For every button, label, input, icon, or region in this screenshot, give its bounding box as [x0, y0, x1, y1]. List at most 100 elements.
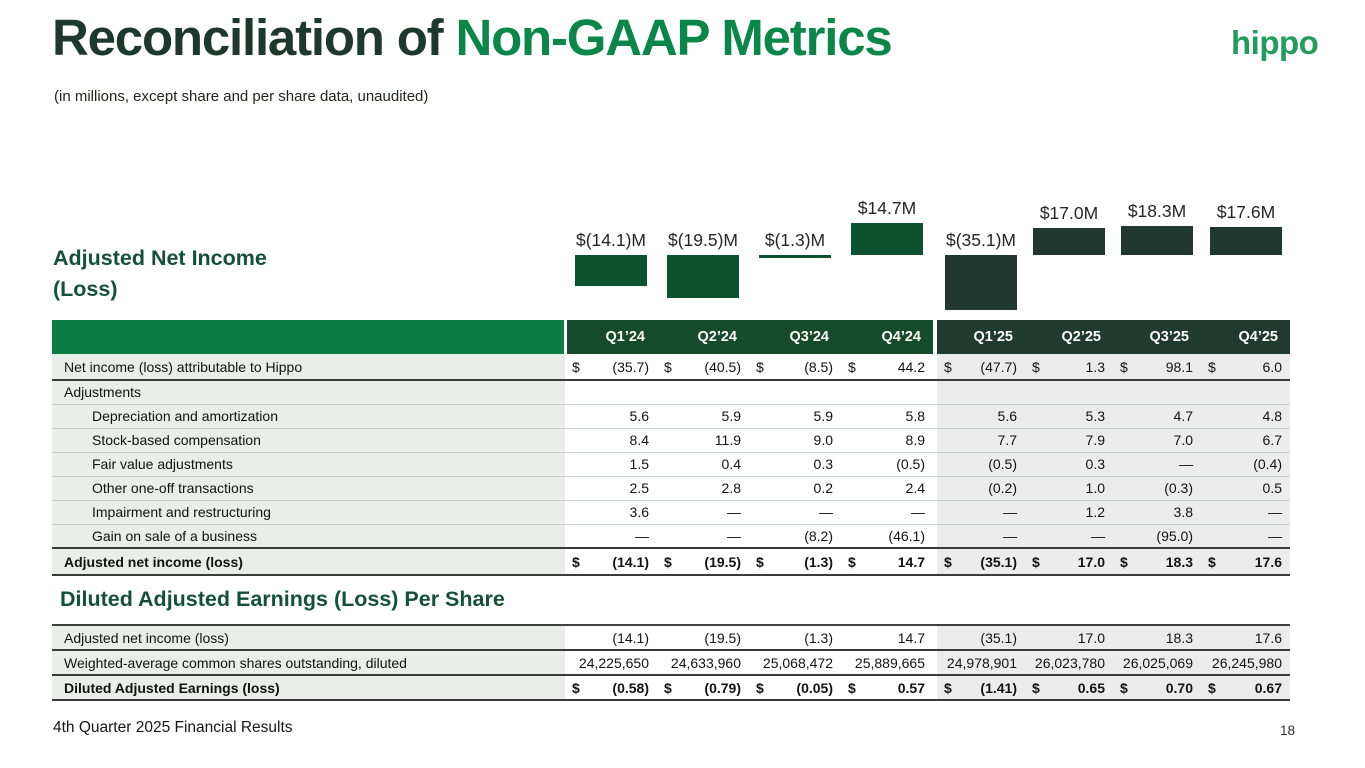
header-row: Q1’24 Q2’24 Q3’24 Q4’24 Q1’25 Q2’25 Q3’25 Q4’25	[52, 320, 1290, 354]
dollar-sign: $	[572, 358, 580, 375]
value-cell: $ (14.1)	[565, 548, 657, 576]
value-cell: 0.2	[749, 476, 841, 501]
eps-table: Adjusted net income (loss) (14.1) (19.5) (1…	[52, 624, 1290, 701]
value-cell: 0.4	[657, 452, 749, 477]
column-gap	[933, 404, 937, 429]
dollar-sign: $	[756, 553, 764, 570]
table-row: Depreciation and amortization 5.6 5.9 5.9 5.…	[52, 404, 1290, 429]
column-gap	[933, 476, 937, 501]
bar-value-label: $17.0M	[1039, 203, 1099, 224]
value-cell: (0.5)	[841, 452, 933, 477]
bar-Q2'25	[1033, 228, 1105, 255]
table-row: Adjusted net income (loss) (14.1) (19.5) (1…	[52, 625, 1290, 651]
value-cell: 17.0	[1025, 625, 1113, 651]
value-cell: $ (0.79)	[657, 675, 749, 701]
chart-section-heading: Adjusted Net Income (Loss)	[53, 246, 267, 302]
dollar-sign: $	[1032, 553, 1040, 570]
dollar-sign: $	[1120, 553, 1128, 570]
dollar-sign: $	[756, 679, 764, 696]
value-cell: 4.8	[1201, 404, 1290, 429]
bar-Q4'24	[851, 222, 923, 255]
value-cell	[657, 380, 749, 405]
value-cell: $ (40.5)	[657, 354, 749, 381]
dollar-sign: $	[572, 679, 580, 696]
value-cell: 26,025,069	[1113, 650, 1201, 676]
dollar-sign: $	[1120, 358, 1128, 375]
value-cell: 9.0	[749, 428, 841, 453]
dollar-sign: $	[944, 679, 952, 696]
column-header: Q4’25	[1201, 320, 1290, 354]
row-label: Gain on sale of a business	[52, 524, 565, 549]
header-label-cell	[52, 320, 567, 354]
value-cell: $ (1.41)	[937, 675, 1025, 701]
value-cell: $ (35.7)	[565, 354, 657, 381]
subtitle: (in millions, except share and per share…	[54, 88, 429, 105]
value-cell: 11.9	[657, 428, 749, 453]
value-cell: —	[565, 524, 657, 549]
value-cell: $0.57	[841, 675, 933, 701]
value-cell	[565, 380, 657, 405]
value-cell: —	[1201, 524, 1290, 549]
dollar-sign: $	[664, 679, 672, 696]
dollar-sign: $	[1208, 679, 1216, 696]
value-cell: 2.5	[565, 476, 657, 501]
value-cell	[841, 380, 933, 405]
value-cell: (0.3)	[1113, 476, 1201, 501]
dollar-sign: $	[1032, 679, 1040, 696]
table-row: Impairment and restructuring 3.6— — — —1.2 3.…	[52, 500, 1290, 525]
value-cell: (46.1)	[841, 524, 933, 549]
dollar-sign: $	[1032, 358, 1040, 375]
column-gap	[933, 625, 937, 651]
value-cell: 24,978,901	[937, 650, 1025, 676]
column-gap	[933, 428, 937, 453]
dollar-sign: $	[756, 358, 764, 375]
row-label: Stock-based compensation	[52, 428, 565, 453]
row-label: Net income (loss) attributable to Hippo	[52, 354, 565, 381]
dollar-sign: $	[944, 553, 952, 570]
value-cell: $17.0	[1025, 548, 1113, 576]
value-cell: $0.67	[1201, 675, 1290, 701]
value-cell: (0.2)	[937, 476, 1025, 501]
table-row: Weighted-average common shares outstandi…	[52, 650, 1290, 676]
value-cell: 1.5	[565, 452, 657, 477]
value-cell: —	[937, 500, 1025, 525]
value-cell: 26,023,780	[1025, 650, 1113, 676]
column-gap	[933, 548, 937, 576]
dollar-sign: $	[664, 358, 672, 375]
value-cell: 2.4	[841, 476, 933, 501]
page-title: Reconciliation of Non-GAAP Metrics	[52, 8, 893, 67]
header-gap	[933, 320, 937, 354]
value-cell: $17.6	[1201, 548, 1290, 576]
column-header: Q1’25	[937, 320, 1025, 354]
value-cell: $6.0	[1201, 354, 1290, 381]
bar-value-label: $(19.5)M	[667, 230, 739, 250]
value-cell: 1.0	[1025, 476, 1113, 501]
value-cell	[1113, 380, 1201, 405]
footer-text: 4th Quarter 2025 Financial Results	[53, 719, 293, 736]
reconciliation-table: Q1’24 Q2’24 Q3’24 Q4’24 Q1’25 Q2’25 Q3’25 Q4’25…	[52, 320, 1290, 576]
value-cell: 8.4	[565, 428, 657, 453]
value-cell: 2.8	[657, 476, 749, 501]
bar-value-label: $(35.1)M	[945, 230, 1017, 250]
value-cell: —	[841, 500, 933, 525]
table-row: Gain on sale of a business — — (8.2) (46.1) —…	[52, 524, 1290, 549]
value-cell: 25,889,665	[841, 650, 933, 676]
value-cell: $98.1	[1113, 354, 1201, 381]
value-cell: $14.7	[841, 548, 933, 576]
column-header: Q3’25	[1113, 320, 1201, 354]
value-cell: —	[937, 524, 1025, 549]
value-cell: $0.65	[1025, 675, 1113, 701]
bar-value-label: $17.6M	[1216, 202, 1276, 223]
value-cell: 1.2	[1025, 500, 1113, 525]
value-cell: 7.7	[937, 428, 1025, 453]
column-gap	[933, 452, 937, 477]
value-cell: 5.9	[749, 404, 841, 429]
column-header: Q2’24	[657, 320, 749, 354]
value-cell: $ (1.3)	[749, 548, 841, 576]
table-row: Stock-based compensation 8.4 11.9 9.0 8.9 7.7…	[52, 428, 1290, 453]
value-cell: $ (47.7)	[937, 354, 1025, 381]
value-cell: 5.6	[565, 404, 657, 429]
column-header: Q2’25	[1025, 320, 1113, 354]
dollar-sign: $	[1208, 358, 1216, 375]
